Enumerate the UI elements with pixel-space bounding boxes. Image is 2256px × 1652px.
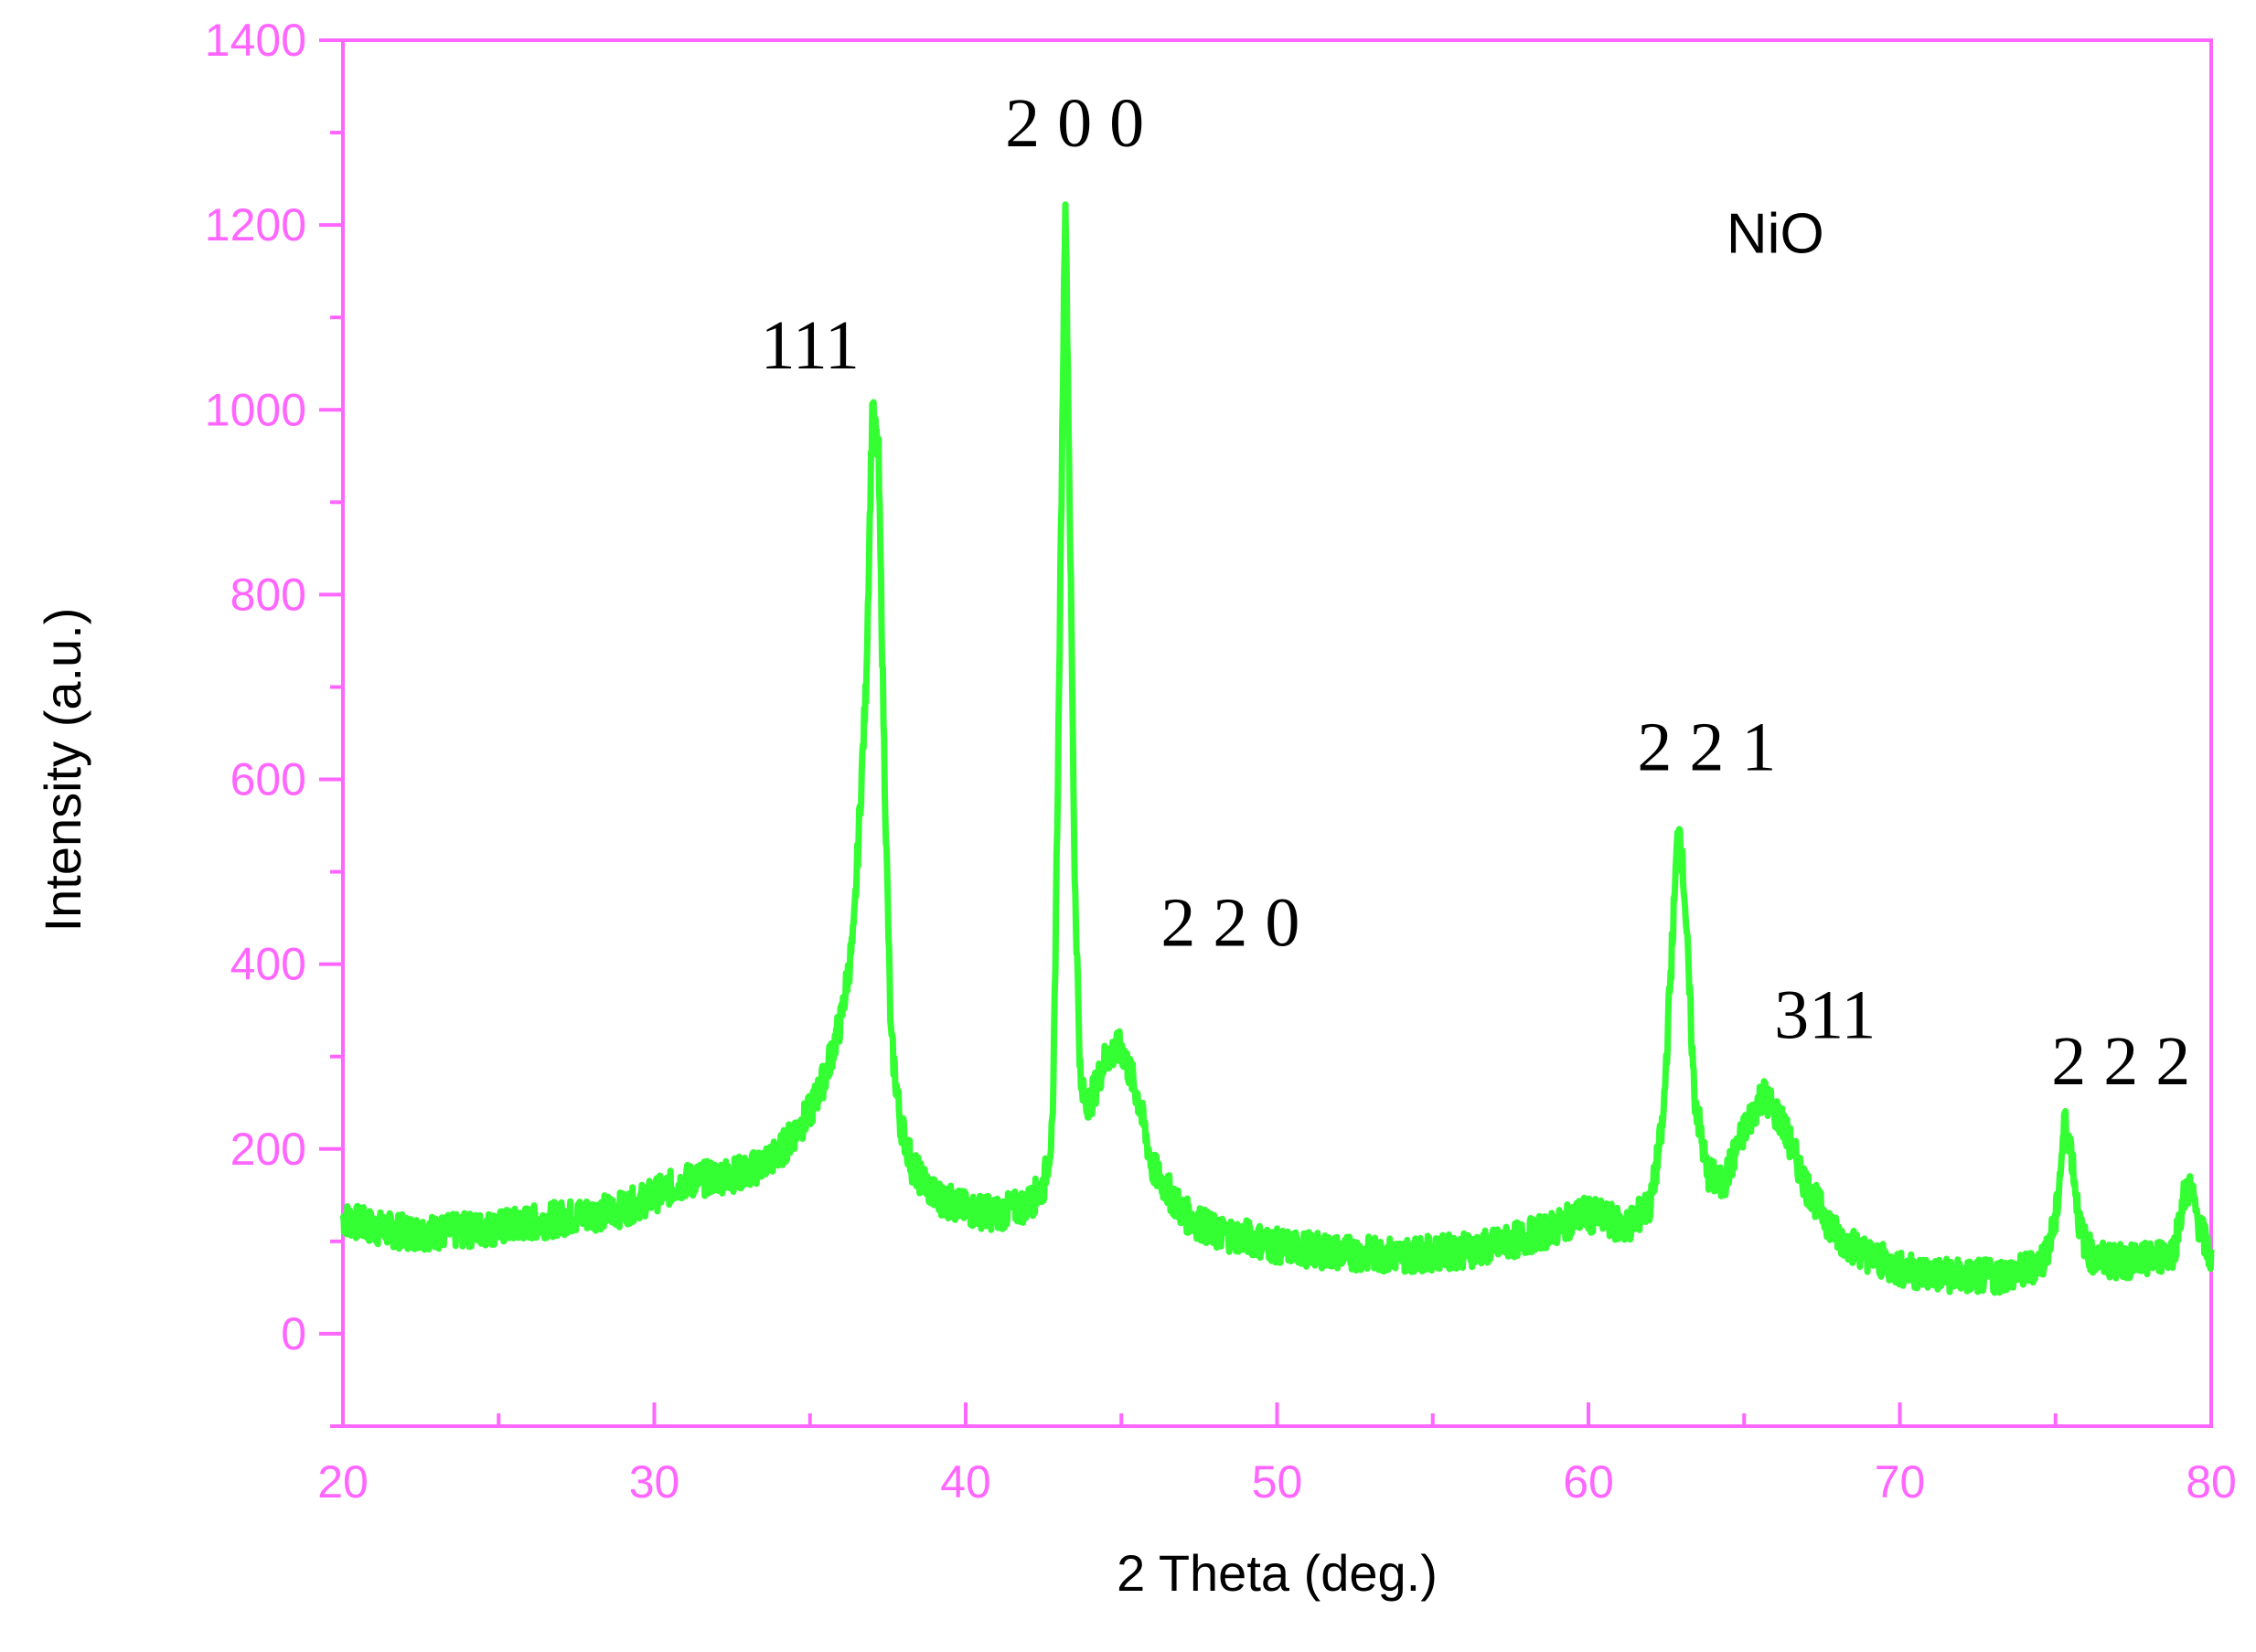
x-tick-label: 60 bbox=[1563, 1456, 1614, 1508]
x-axis-ticks bbox=[341, 1402, 2213, 1426]
y-axis-tick-labels: 0 200 400 600 800 1000 1200 1400 bbox=[205, 15, 306, 1359]
x-tick-label: 30 bbox=[629, 1456, 680, 1508]
y-tick-label: 1200 bbox=[205, 199, 306, 250]
x-axis-tick-labels: 20 30 40 50 60 70 80 bbox=[317, 1456, 2237, 1508]
x-tick-label: 20 bbox=[317, 1456, 369, 1508]
y-axis-ticks bbox=[319, 38, 343, 1428]
peak-label: 111 bbox=[761, 307, 860, 384]
annotation-group: NiO 111 2 0 0 2 2 0 2 2 1 311 2 2 2 bbox=[761, 85, 2191, 1100]
y-tick-label: 400 bbox=[230, 939, 306, 990]
y-tick-label: 1000 bbox=[205, 384, 306, 435]
y-tick-label: 200 bbox=[230, 1124, 306, 1175]
peak-label: 311 bbox=[1774, 977, 1876, 1054]
peak-label: 2 2 2 bbox=[2051, 1023, 2190, 1100]
x-tick-label: 70 bbox=[1875, 1456, 1926, 1508]
y-tick-label: 1400 bbox=[205, 15, 306, 66]
y-tick-label: 800 bbox=[230, 569, 306, 620]
peak-label: 2 2 0 bbox=[1160, 884, 1299, 961]
y-axis-title: Intensity (a.u.) bbox=[34, 608, 91, 933]
x-tick-label: 40 bbox=[940, 1456, 991, 1508]
y-tick-label: 600 bbox=[230, 754, 306, 805]
peak-label: 2 2 1 bbox=[1637, 709, 1776, 785]
x-axis-title: 2 Theta (deg.) bbox=[1117, 1544, 1438, 1602]
x-tick-label: 80 bbox=[2186, 1456, 2237, 1508]
series-line bbox=[339, 201, 2215, 1296]
x-tick-label: 50 bbox=[1252, 1456, 1303, 1508]
y-tick-label: 0 bbox=[281, 1308, 306, 1359]
series-group bbox=[339, 201, 2215, 1296]
peak-label: 2 0 0 bbox=[1005, 85, 1144, 162]
sample-label: NiO bbox=[1727, 202, 1824, 265]
